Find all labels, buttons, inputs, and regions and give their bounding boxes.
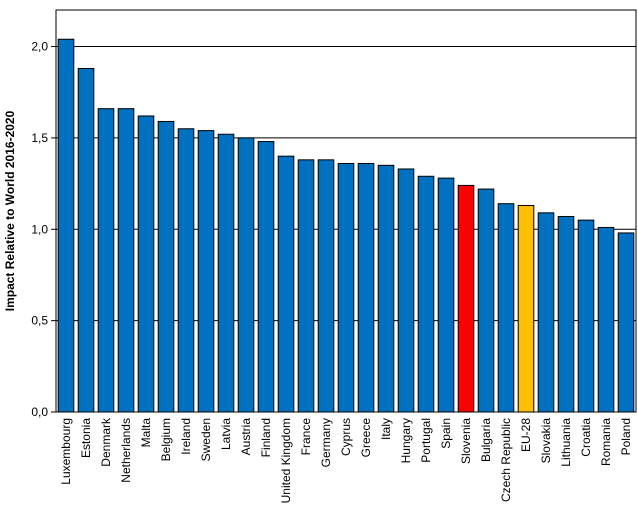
bar-malta — [137, 115, 155, 413]
bar-croatia — [577, 219, 595, 413]
bar-portugal — [417, 175, 435, 413]
x-category-label: EU-28 — [519, 418, 533, 452]
x-category-label: United Kingdom — [279, 418, 293, 503]
x-category-label: Sweden — [199, 418, 213, 461]
y-tick-label: 0,5 — [31, 314, 48, 328]
x-category-label: Germany — [319, 418, 333, 467]
x-category-label: Croatia — [579, 418, 593, 457]
x-category-label: Denmark — [99, 417, 113, 467]
bar-poland — [617, 232, 635, 413]
plot-area-frame — [55, 9, 637, 413]
x-category-label: Luxembourg — [59, 418, 73, 485]
x-axis-labels: Luxembourg Estonia Denmark Netherlands Malta… — [59, 417, 633, 503]
x-category-label: Portugal — [419, 418, 433, 463]
bar-finland — [257, 141, 275, 413]
bar-latvia — [217, 133, 235, 413]
bar-france — [297, 159, 315, 413]
y-tick-label: 2,0 — [31, 40, 48, 54]
x-category-label: France — [299, 418, 313, 456]
x-category-label: Ireland — [179, 418, 193, 455]
x-category-label: Bulgaria — [479, 418, 493, 462]
y-tick-label: 0,0 — [31, 405, 48, 419]
y-axis-ticks: 0,0 0,5 1,0 1,5 2,0 — [31, 40, 56, 419]
bar-belgium — [157, 120, 175, 413]
bars — [57, 38, 635, 413]
x-category-label: Hungary — [399, 418, 413, 463]
x-category-label: Latvia — [219, 418, 233, 450]
bar-lithuania — [557, 215, 575, 413]
x-category-label: Lithuania — [559, 418, 573, 467]
bar-czech-republic — [497, 203, 515, 413]
x-category-label: Slovakia — [539, 418, 553, 464]
x-category-label: Czech Republic — [499, 418, 513, 502]
bar-spain — [437, 177, 455, 413]
bar-sweden — [197, 130, 215, 413]
x-category-label: Romania — [599, 418, 613, 466]
x-category-label: Malta — [139, 418, 153, 448]
y-tick-label: 1,5 — [31, 131, 48, 145]
bar-romania — [597, 226, 615, 413]
bar-bulgaria — [477, 188, 495, 413]
bar-netherlands — [117, 108, 135, 413]
x-category-label: Estonia — [79, 418, 93, 458]
y-axis-title: Impact Relative to World 2016-2020 — [3, 110, 17, 311]
x-category-label: Italy — [379, 418, 393, 440]
bar-ireland — [177, 128, 195, 413]
bar-germany — [317, 159, 335, 413]
bar-slovakia — [537, 212, 555, 413]
bar-estonia — [77, 67, 95, 413]
bar-united-kingdom — [277, 155, 295, 413]
bar-hungary — [397, 168, 415, 413]
x-category-label: Cyprus — [339, 418, 353, 456]
x-category-label: Slovenia — [459, 418, 473, 464]
x-category-label: Spain — [439, 418, 453, 449]
x-category-label: Finland — [259, 418, 273, 457]
bar-austria — [237, 137, 255, 413]
bar-cyprus — [337, 162, 355, 413]
bar-eu-28 — [517, 205, 535, 413]
x-category-label: Greece — [359, 418, 373, 458]
bar-luxembourg — [57, 38, 75, 413]
x-category-label: Netherlands — [119, 418, 133, 483]
x-category-label: Austria — [239, 418, 253, 456]
bar-greece — [357, 162, 375, 413]
bar-denmark — [97, 108, 115, 413]
x-category-label: Belgium — [159, 418, 173, 461]
bar-slovenia — [457, 184, 475, 413]
y-tick-label: 1,0 — [31, 222, 48, 236]
bar-italy — [377, 164, 395, 413]
x-category-label: Poland — [619, 418, 633, 455]
